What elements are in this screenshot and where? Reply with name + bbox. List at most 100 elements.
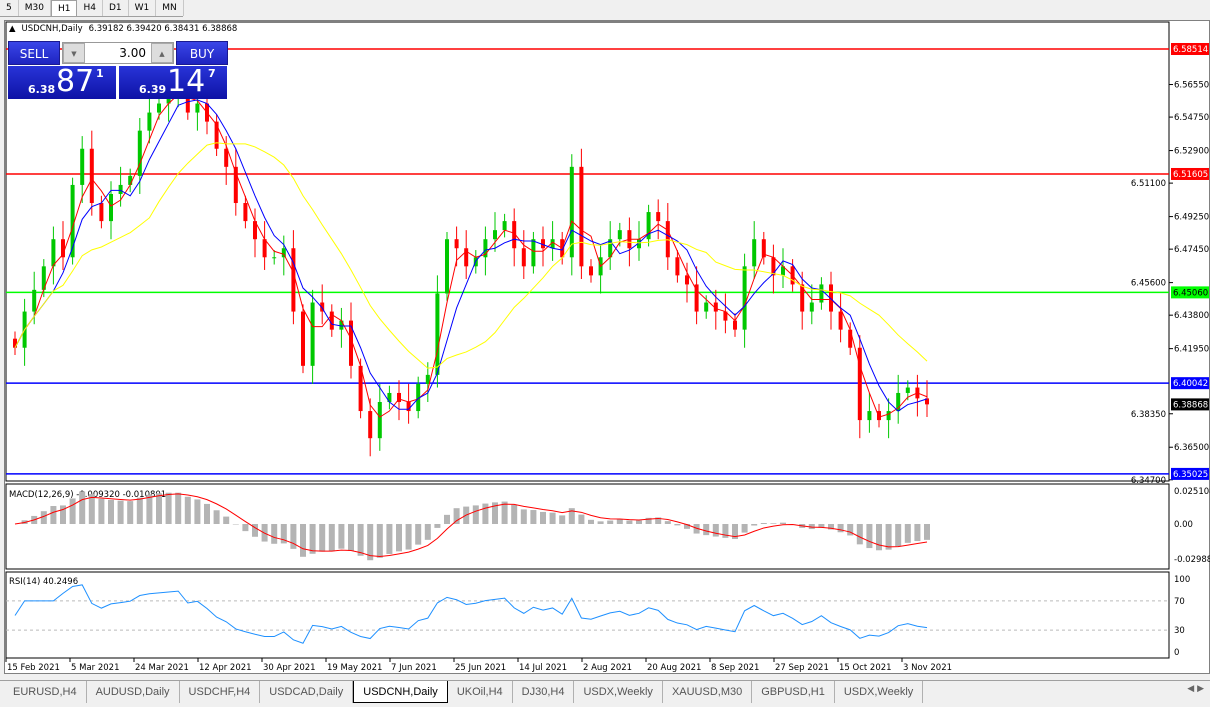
price-axis-label: 6.43800 — [1174, 311, 1209, 321]
macd-histogram-bar — [904, 524, 911, 543]
chart-tab[interactable]: USDCNH,Daily — [353, 681, 448, 703]
candle-body — [99, 203, 104, 222]
chart-tab[interactable]: USDCAD,Daily — [260, 681, 354, 703]
candle-body — [569, 166, 574, 258]
level-price-label: 6.45060 — [1173, 288, 1208, 298]
chart-tab[interactable]: USDX,Weekly — [574, 681, 663, 703]
candle-body — [617, 230, 622, 240]
one-click-trading-panel: SELL ▼ 3.00 ▲ BUY 6.38 87 1 6.39 14 7 — [8, 41, 228, 99]
chart-tab[interactable]: EURUSD,H4 — [4, 681, 87, 703]
macd-histogram-bar — [924, 524, 930, 540]
chart-tab[interactable]: DJ30,H4 — [513, 681, 575, 703]
macd-histogram-bar — [866, 524, 873, 549]
macd-histogram-bar — [751, 524, 758, 526]
macd-histogram-bar — [300, 524, 306, 557]
macd-histogram-bar — [50, 506, 57, 524]
candle-body — [896, 392, 901, 412]
macd-histogram-bar — [914, 524, 921, 542]
chart-tab[interactable]: UKOil,H4 — [448, 681, 513, 703]
chart-canvas[interactable]: 6.56550 6.54750 6.52900 6.51100 6.49250 6.474… — [5, 21, 1210, 675]
macd-histogram-bar — [156, 493, 162, 524]
candle-body — [809, 302, 814, 312]
price-axis-label: 6.52900 — [1174, 147, 1209, 157]
timeframe-mn[interactable]: MN — [156, 0, 184, 16]
lot-size-field[interactable]: ▼ 3.00 ▲ — [62, 42, 174, 64]
macd-histogram-bar — [79, 491, 86, 524]
macd-histogram-bar — [885, 524, 892, 550]
chart-tab[interactable]: USDX,Weekly — [835, 681, 924, 703]
chart-tab[interactable]: AUDUSD,Daily — [87, 681, 180, 703]
candle-body — [128, 175, 133, 185]
macd-histogram-bar — [559, 515, 566, 524]
buy-price[interactable]: 6.39 14 7 — [119, 64, 227, 99]
date-axis-label: 5 Mar 2021 — [71, 663, 119, 673]
macd-histogram-bar — [252, 524, 258, 537]
date-axis-label: 24 Mar 2021 — [135, 663, 189, 673]
timeframe-h1[interactable]: H1 — [50, 0, 78, 16]
collapse-triangle-icon[interactable]: ▲ — [9, 24, 16, 34]
date-axis-label: 2 Aug 2021 — [583, 663, 632, 673]
lot-increase-icon[interactable]: ▲ — [151, 43, 173, 63]
chart-tab[interactable]: GBPUSD,H1 — [752, 681, 835, 703]
candle-body — [589, 266, 593, 276]
candle-body — [80, 148, 85, 185]
candle-body — [41, 266, 46, 290]
price-axis-label: 6.34700 — [1131, 476, 1166, 486]
candle-body — [272, 257, 277, 259]
candle-body — [214, 121, 219, 149]
current-price-badge — [1171, 398, 1209, 411]
date-axis-label: 27 Sep 2021 — [775, 663, 829, 673]
timeframe-toolbar: 5 M30 H1 H4 D1 W1 MN — [0, 0, 184, 17]
date-axis-label: 12 Apr 2021 — [199, 663, 252, 673]
macd-histogram-bar — [645, 517, 652, 524]
price-axis-label: 6.54750 — [1174, 113, 1209, 123]
sell-button[interactable]: SELL — [8, 41, 60, 65]
chart-header: ▲ USDCNH,Daily 6.39182 6.39420 6.38431 6… — [9, 24, 237, 34]
candle-body — [454, 239, 459, 249]
candle-body — [541, 239, 545, 249]
candle-body — [166, 94, 171, 104]
sell-price[interactable]: 6.38 87 1 — [8, 64, 116, 99]
timeframe-m30[interactable]: M30 — [19, 0, 51, 16]
main-pane — [5, 21, 1170, 482]
date-axis-label: 3 Nov 2021 — [903, 663, 952, 673]
macd-histogram-bar — [837, 524, 844, 533]
macd-histogram-bar — [280, 524, 287, 544]
candle-body — [905, 387, 910, 393]
candle-body — [502, 221, 507, 231]
buy-button[interactable]: BUY — [176, 41, 228, 65]
macd-histogram-bar — [127, 501, 134, 524]
macd-histogram-bar — [453, 508, 460, 524]
chart-tab[interactable]: XAUUSD,M30 — [663, 681, 753, 703]
level-price-label: 6.51605 — [1173, 170, 1208, 180]
chart-tab[interactable]: USDCHF,H4 — [180, 681, 261, 703]
candle-body — [435, 293, 440, 375]
candle-body — [464, 248, 469, 267]
buy-price-pips: 14 — [167, 64, 206, 99]
candle-body — [685, 275, 689, 285]
tab-scroll-arrows-icon[interactable]: ◀ ▶ — [1187, 684, 1204, 694]
macd-histogram-bar — [328, 524, 335, 552]
timeframe-w1[interactable]: W1 — [129, 0, 157, 16]
timeframe-d1[interactable]: D1 — [103, 0, 129, 16]
candle-body — [608, 239, 613, 258]
macd-histogram-bar — [472, 505, 479, 524]
macd-histogram-bar — [540, 511, 546, 524]
timeframe-5[interactable]: 5 — [0, 0, 19, 16]
lot-value[interactable]: 3.00 — [119, 46, 146, 60]
chart-window[interactable]: 6.56550 6.54750 6.52900 6.51100 6.49250 6.474… — [4, 20, 1210, 674]
macd-histogram-bar — [664, 521, 671, 524]
timeframe-h4[interactable]: H4 — [77, 0, 103, 16]
candle-body — [195, 103, 200, 113]
macd-histogram-bar — [434, 524, 441, 528]
macd-histogram-bar — [636, 520, 642, 524]
macd-axis-label: -0.029881 — [1174, 555, 1210, 565]
date-axis-label: 14 Jul 2021 — [519, 663, 567, 673]
ma-slow-line — [14, 142, 928, 369]
candle-body — [877, 411, 881, 421]
macd-histogram-bar — [684, 524, 690, 529]
candle-body — [118, 184, 123, 194]
macd-histogram-bar — [319, 524, 326, 552]
lot-decrease-icon[interactable]: ▼ — [63, 43, 85, 63]
macd-histogram-bar — [655, 517, 662, 524]
